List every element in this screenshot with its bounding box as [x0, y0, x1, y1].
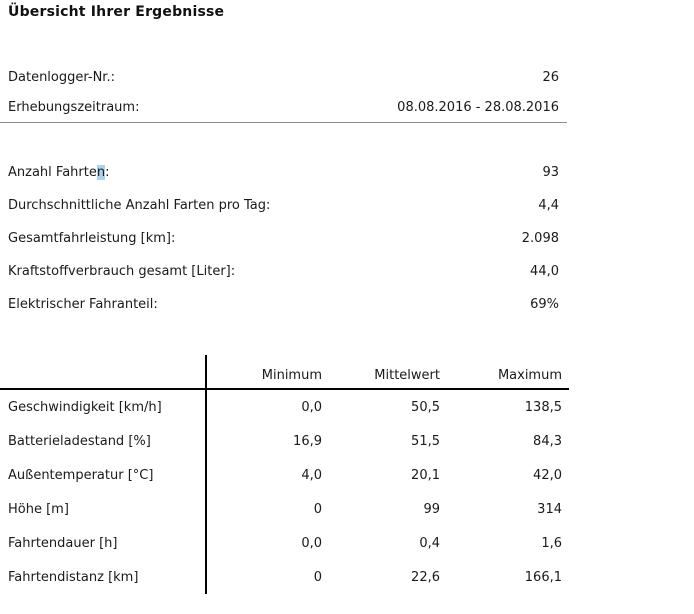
- kraftstoffverbrauch-value: 44,0: [530, 264, 559, 279]
- table-row-label: Batterieladestand [%]: [0, 424, 207, 458]
- table-cell-max: 84,3: [533, 433, 562, 449]
- gesamtfahrleistung-label: Gesamtfahrleistung [km]:: [8, 231, 176, 246]
- table-cell-min: 16,9: [293, 433, 322, 449]
- table-cell-max: 138,5: [524, 399, 562, 415]
- erhebungszeitraum-value: 08.08.2016 - 28.08.2016: [397, 99, 559, 115]
- datenlogger-value: 26: [542, 69, 559, 85]
- table-cell-mittelwert: 51,5: [411, 433, 440, 449]
- datenlogger-label: Datenlogger-Nr.:: [8, 69, 115, 85]
- page-title: Übersicht Ihrer Ergebnisse: [8, 4, 225, 20]
- table-row-label: Geschwindigkeit [km/h]: [0, 390, 207, 424]
- elektrischer-fahranteil-label: Elektrischer Fahranteil:: [8, 297, 158, 312]
- table-header-maximum: Maximum: [442, 355, 569, 390]
- table-cell-min: 0,0: [301, 535, 322, 551]
- table-cell-max: 42,0: [533, 467, 562, 483]
- table-row-label: Fahrtendauer [h]: [0, 526, 207, 560]
- datenlogger-row: Datenlogger-Nr.: 26: [0, 62, 567, 92]
- table-cell-max: 314: [537, 501, 562, 517]
- anzahl-fahrten-value: 93: [542, 165, 559, 180]
- fahrten-pro-tag-label: Durchschnittliche Anzahl Farten pro Tag:: [8, 198, 271, 213]
- table-cell-min: 0: [313, 501, 322, 517]
- fahrten-pro-tag-value: 4,4: [538, 198, 559, 213]
- table-cell-min: 0,0: [301, 399, 322, 415]
- table-cell-min: 0: [313, 569, 322, 585]
- summary-stats-section: Anzahl Fahrten: 93 Durchschnittliche Anz…: [0, 156, 567, 321]
- anzahl-fahrten-row: Anzahl Fahrten: 93: [0, 156, 567, 189]
- erhebungszeitraum-row: Erhebungszeitraum: 08.08.2016 - 28.08.20…: [0, 92, 567, 122]
- table-cell-max: 166,1: [524, 569, 562, 585]
- table-row-label: Außentemperatur [°C]: [0, 458, 207, 492]
- table-row-label: Höhe [m]: [0, 492, 207, 526]
- table-header-minimum: Minimum: [207, 355, 322, 390]
- table-cell-mittelwert: 22,6: [411, 569, 440, 585]
- table-cell-mittelwert: 20,1: [411, 467, 440, 483]
- elektrischer-fahranteil-row: Elektrischer Fahranteil: 69%: [0, 288, 567, 321]
- fahrten-pro-tag-row: Durchschnittliche Anzahl Farten pro Tag:…: [0, 189, 567, 222]
- text-selection-highlight: n: [96, 165, 106, 180]
- kraftstoffverbrauch-row: Kraftstoffverbrauch gesamt [Liter]: 44,0: [0, 255, 567, 288]
- kraftstoffverbrauch-label: Kraftstoffverbrauch gesamt [Liter]:: [8, 264, 236, 279]
- table-cell-mittelwert: 99: [423, 501, 440, 517]
- stats-table: Minimum Mittelwert Maximum Geschwindigke…: [0, 355, 569, 594]
- table-row-label: Fahrtendistanz [km]: [0, 560, 207, 594]
- gesamtfahrleistung-value: 2.098: [521, 231, 559, 246]
- table-cell-min: 4,0: [301, 467, 322, 483]
- table-cell-max: 1,6: [541, 535, 562, 551]
- table-cell-mittelwert: 0,4: [419, 535, 440, 551]
- anzahl-fahrten-label: Anzahl Fahrten:: [8, 165, 110, 180]
- summary-top-section: Datenlogger-Nr.: 26 Erhebungszeitraum: 0…: [0, 62, 567, 123]
- elektrischer-fahranteil-value: 69%: [530, 297, 559, 312]
- erhebungszeitraum-label: Erhebungszeitraum:: [8, 99, 140, 115]
- gesamtfahrleistung-row: Gesamtfahrleistung [km]: 2.098: [0, 222, 567, 255]
- table-corner-cell: [0, 355, 207, 390]
- table-cell-mittelwert: 50,5: [411, 399, 440, 415]
- table-header-mittelwert: Mittelwert: [322, 355, 442, 390]
